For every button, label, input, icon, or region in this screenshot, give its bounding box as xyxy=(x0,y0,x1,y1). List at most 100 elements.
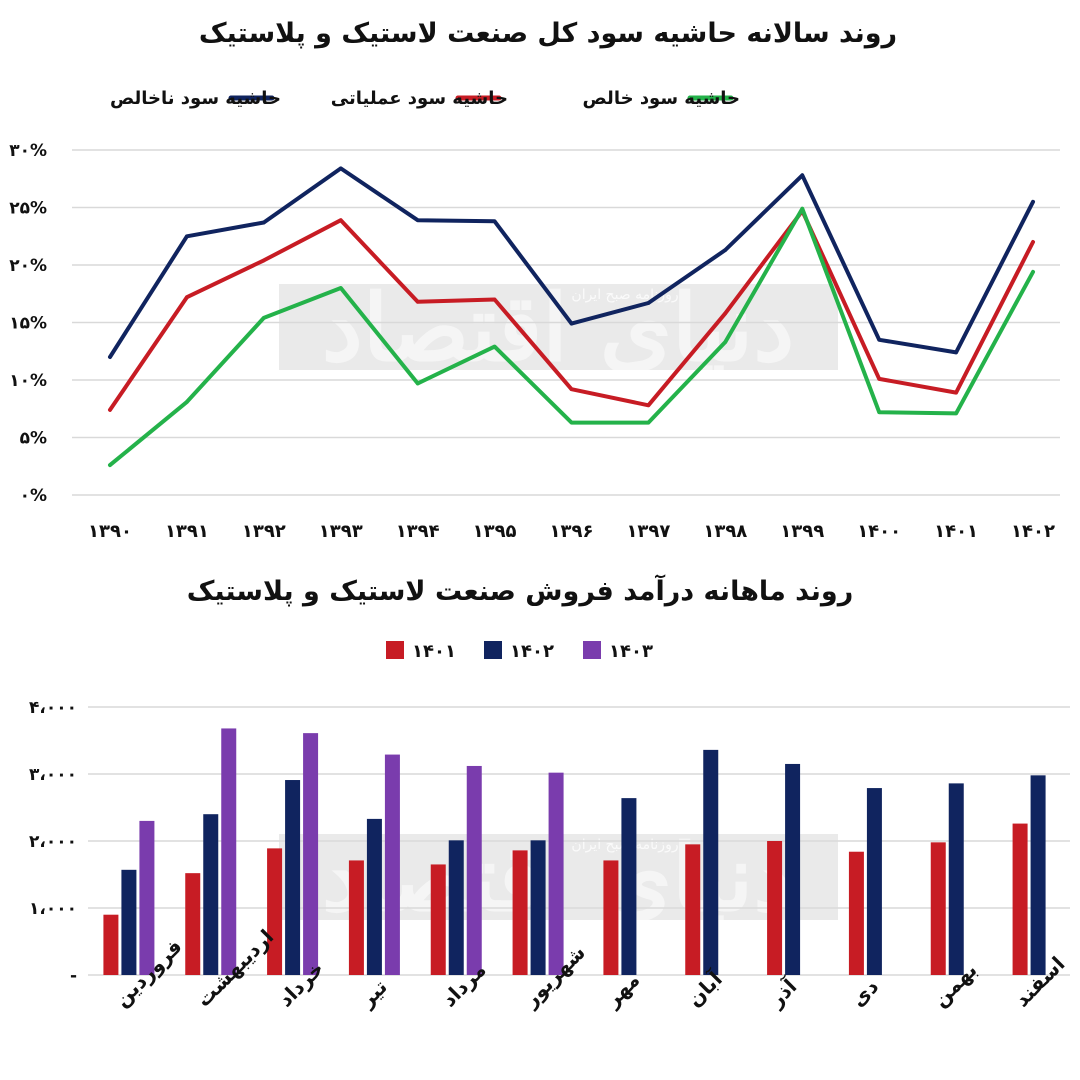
bar-chart-grid xyxy=(88,706,1070,976)
bar-x-tick-label: تیر xyxy=(354,975,392,1013)
line-data-point xyxy=(492,219,497,224)
line-data-point xyxy=(415,300,420,304)
bar-1-3 xyxy=(366,818,382,975)
line-data-point xyxy=(646,403,651,408)
bar-0-7 xyxy=(685,844,701,975)
line-series-0 xyxy=(108,166,1035,359)
line-x-tick-label: ۱۳۹۹ xyxy=(780,521,824,542)
line-y-tick-label: ۰% xyxy=(20,486,47,506)
bar-1-11 xyxy=(1030,775,1046,975)
bar-1-9 xyxy=(866,788,882,975)
bar-2-2 xyxy=(303,733,319,975)
bar-0-4 xyxy=(430,864,446,975)
bar-1-2 xyxy=(285,780,301,975)
line-chart-x-axis: ۱۳۹۰ ۱۳۹۱ ۱۳۹۲ ۱۳۹۳ ۱۳۹۴ ۱۳۹۵ ۱۳۹۶ ۱۳۹۷ ۱۳۹۸ ۱۳۹۹… xyxy=(88,521,1055,542)
bar-0-1 xyxy=(185,873,201,975)
line-data-point xyxy=(954,350,958,355)
legend-item-1403: ۱۴۰۳ xyxy=(583,641,653,662)
line-x-tick-label: ۱۴۰۰ xyxy=(857,521,901,542)
bar-y-tick-label: ۳،۰۰۰ xyxy=(29,765,77,785)
line-data-point xyxy=(415,218,420,222)
line-data-point xyxy=(108,463,112,467)
line-series-1 xyxy=(108,208,1035,412)
legend-label-gross-margin: حاشیه سود ناخالص xyxy=(110,88,281,109)
bar-y-tick-label: ۱،۰۰۰ xyxy=(29,899,77,919)
line-data-point xyxy=(723,248,728,252)
bar-0-9 xyxy=(848,851,864,975)
legend-item-1402: ۱۴۰۲ xyxy=(484,641,554,662)
line-data-point xyxy=(800,173,805,178)
line-x-tick-label: ۱۳۹۴ xyxy=(396,521,440,542)
line-data-point xyxy=(646,301,651,305)
line-x-tick-label: ۱۴۰۱ xyxy=(934,521,978,542)
bar-1-10 xyxy=(948,783,964,975)
line-data-point xyxy=(492,297,497,302)
bar-2-1 xyxy=(221,728,237,975)
line-data-point xyxy=(492,344,497,349)
line-data-point xyxy=(569,321,574,326)
legend-swatch-1403 xyxy=(583,641,601,659)
line-data-point xyxy=(108,408,112,412)
line-data-point xyxy=(338,166,343,171)
line-data-point xyxy=(108,355,112,359)
line-data-point xyxy=(338,286,343,290)
legend-label-net-margin: حاشیه سود خالص xyxy=(583,88,741,109)
legend-item-net-margin: حاشیه سود خالص xyxy=(583,88,741,109)
line-y-tick-label: ۳۰% xyxy=(9,141,47,161)
bar-chart-y-axis: - ۱،۰۰۰ ۲،۰۰۰ ۳،۰۰۰ ۴،۰۰۰ xyxy=(29,698,77,986)
bar-2-4 xyxy=(466,765,482,975)
line-data-point xyxy=(1031,240,1035,244)
legend-label-1402: ۱۴۰۲ xyxy=(510,641,554,662)
legend-label-1401: ۱۴۰۱ xyxy=(412,641,456,662)
line-data-point xyxy=(185,295,189,300)
line-y-tick-label: ۲۵% xyxy=(9,199,47,219)
line-chart-title: روند سالانه حاشیه سود کل صنعت لاستیک و پ… xyxy=(199,18,897,49)
bar-0-6 xyxy=(603,860,619,975)
line-x-tick-label: ۱۳۹۷ xyxy=(626,521,670,542)
legend-label-operating-margin: حاشیه سود عملیاتی xyxy=(331,88,508,109)
bar-1-6 xyxy=(621,798,637,975)
line-data-point xyxy=(185,234,189,239)
line-y-tick-label: ۱۰% xyxy=(9,371,47,391)
line-data-point xyxy=(569,420,574,425)
legend-swatch-1401 xyxy=(386,641,404,659)
bar-chart-bars xyxy=(103,728,1046,975)
legend-item-operating-margin: حاشیه سود عملیاتی xyxy=(331,88,508,109)
bar-0-8 xyxy=(767,841,783,975)
line-data-point xyxy=(185,400,189,404)
bar-2-5 xyxy=(548,772,564,975)
legend-item-gross-margin: حاشیه سود ناخالص xyxy=(110,88,281,109)
line-chart-legend: حاشیه سود ناخالص حاشیه سود عملیاتی حاشیه… xyxy=(110,88,740,109)
bar-1-1 xyxy=(203,814,219,975)
line-data-point xyxy=(646,420,651,425)
line-data-point xyxy=(338,218,343,222)
line-x-tick-label: ۱۳۹۱ xyxy=(165,521,209,542)
bar-chart-legend: ۱۴۰۱ ۱۴۰۲ ۱۴۰۳ xyxy=(386,641,653,662)
line-data-point xyxy=(262,258,266,263)
bar-0-11 xyxy=(1012,823,1028,975)
line-y-tick-label: ۵% xyxy=(20,429,47,449)
line-data-point xyxy=(954,390,958,395)
bar-1-4 xyxy=(448,840,464,975)
line-data-point xyxy=(723,340,728,344)
line-x-tick-label: ۱۳۹۲ xyxy=(242,521,286,542)
line-x-tick-label: ۱۳۹۸ xyxy=(703,521,747,542)
bar-2-3 xyxy=(384,754,400,975)
legend-swatch-1402 xyxy=(484,641,502,659)
line-data-point xyxy=(800,206,805,211)
line-data-point xyxy=(262,220,266,225)
legend-item-1401: ۱۴۰۱ xyxy=(386,641,456,662)
line-chart-y-axis: ۰% ۵% ۱۰% ۱۵% ۲۰% ۲۵% ۳۰% xyxy=(9,141,47,506)
line-data-point xyxy=(723,311,728,316)
line-y-tick-label: ۱۵% xyxy=(9,314,47,334)
line-series-2 xyxy=(108,206,1035,468)
bar-y-tick-label: ۴،۰۰۰ xyxy=(29,698,77,718)
monthly-revenue-bar-chart: روند ماهانه درآمد فروش صنعت لاستیک و پلا… xyxy=(29,574,1070,1012)
annual-margin-line-chart: روند سالانه حاشیه سود کل صنعت لاستیک و پ… xyxy=(9,18,1060,542)
bar-y-tick-label: ۲،۰۰۰ xyxy=(29,832,77,852)
line-data-point xyxy=(1031,270,1035,274)
bar-y-tick-label: - xyxy=(70,966,77,986)
